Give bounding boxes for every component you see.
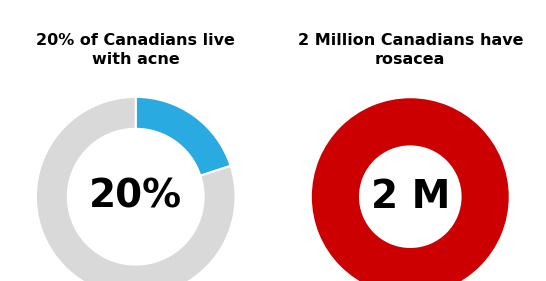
Text: 20%: 20% [89,178,182,216]
Text: 2 M: 2 M [371,178,450,216]
Title: 20% of Canadians live
with acne: 20% of Canadians live with acne [36,33,235,67]
Wedge shape [136,97,230,176]
Title: 2 Million Canadians have
rosacea: 2 Million Canadians have rosacea [298,33,523,67]
Wedge shape [36,97,235,281]
Wedge shape [311,97,510,281]
